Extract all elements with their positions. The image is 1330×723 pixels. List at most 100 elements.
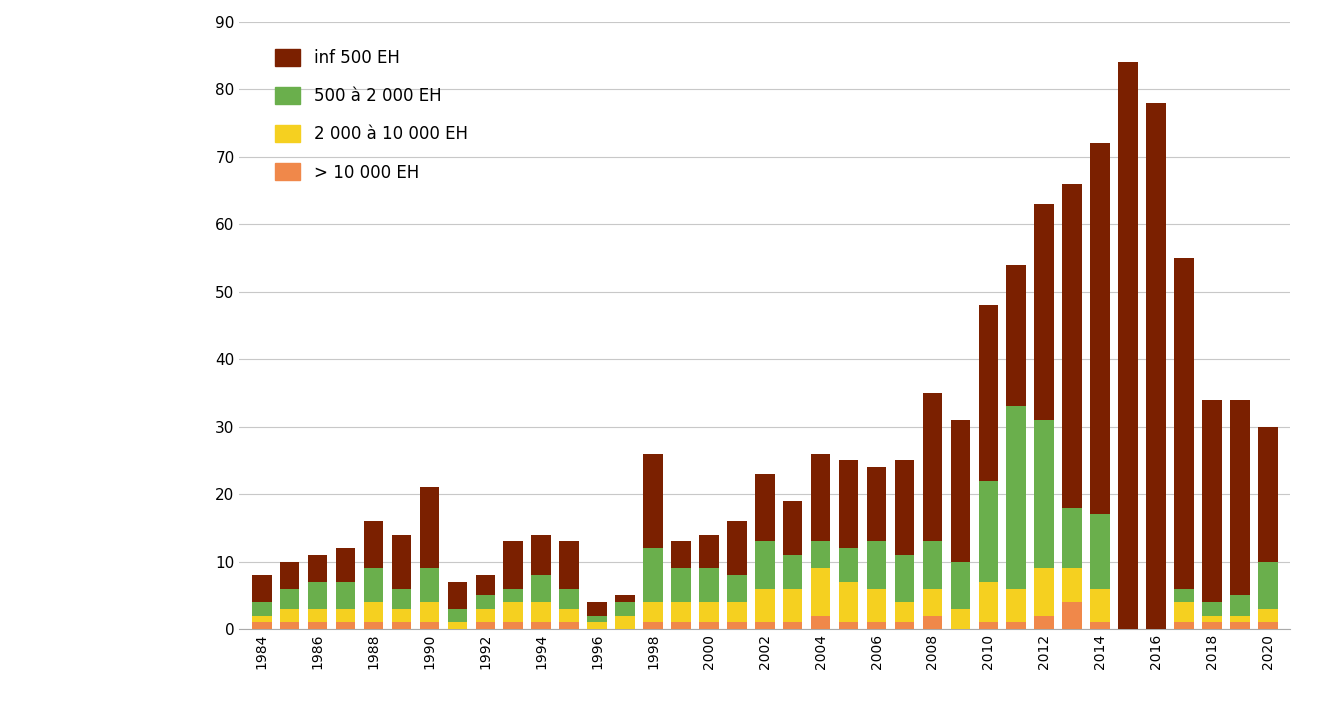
Bar [420,487,439,568]
Bar [532,534,551,575]
Bar [923,542,942,589]
Bar [951,420,970,562]
Bar [728,623,746,629]
Bar [867,542,886,589]
Bar [335,623,355,629]
Bar [307,582,327,609]
Bar [476,609,495,623]
Bar [672,568,690,602]
Bar [420,623,439,629]
Bar [1007,406,1025,589]
Bar [307,623,327,629]
Bar [1230,623,1250,629]
Bar [560,609,579,623]
Bar [588,602,606,615]
Bar [1202,623,1222,629]
Bar [532,602,551,623]
Bar [1174,623,1194,629]
Bar [1258,562,1278,609]
Bar [700,623,718,629]
Legend: inf 500 EH, 500 à 2 000 EH, 2 000 à 10 000 EH, > 10 000 EH: inf 500 EH, 500 à 2 000 EH, 2 000 à 10 0… [269,42,475,188]
Bar [1035,204,1053,420]
Bar [755,589,774,623]
Bar [307,609,327,623]
Bar [532,575,551,602]
Bar [1230,595,1250,615]
Bar [504,623,523,629]
Bar [392,609,411,623]
Bar [1202,400,1222,602]
Bar [811,615,830,629]
Bar [532,623,551,629]
Bar [560,623,579,629]
Bar [755,542,774,589]
Bar [644,548,662,602]
Bar [923,615,942,629]
Bar [1091,143,1109,514]
Bar [560,542,579,589]
Bar [644,453,662,548]
Bar [811,542,830,568]
Bar [783,555,802,589]
Bar [504,602,523,623]
Bar [755,474,774,542]
Bar [1007,589,1025,623]
Bar [979,623,998,629]
Bar [1007,623,1025,629]
Bar [1063,568,1081,602]
Bar [1035,615,1053,629]
Bar [420,568,439,602]
Bar [448,582,467,609]
Bar [279,589,299,609]
Bar [279,609,299,623]
Bar [335,582,355,609]
Bar [560,589,579,609]
Bar [728,521,746,575]
Bar [1258,623,1278,629]
Bar [839,548,858,582]
Bar [1174,589,1194,602]
Bar [867,589,886,623]
Bar [1091,514,1109,589]
Bar [783,589,802,623]
Bar [363,568,383,602]
Bar [476,623,495,629]
Bar [979,305,998,481]
Bar [1091,623,1109,629]
Bar [616,615,634,629]
Bar [839,623,858,629]
Bar [867,623,886,629]
Bar [644,623,662,629]
Bar [644,602,662,623]
Bar [251,615,271,623]
Bar [895,602,914,623]
Bar [363,623,383,629]
Bar [1230,615,1250,623]
Bar [279,623,299,629]
Bar [1035,420,1053,568]
Bar [951,609,970,629]
Bar [1258,427,1278,562]
Bar [335,609,355,623]
Bar [839,582,858,623]
Bar [392,589,411,609]
Bar [672,542,690,568]
Bar [783,501,802,555]
Bar [755,623,774,629]
Bar [1007,265,1025,406]
Bar [700,534,718,568]
Bar [1230,400,1250,595]
Bar [1063,184,1081,508]
Bar [251,575,271,602]
Bar [504,542,523,589]
Bar [363,521,383,568]
Bar [867,467,886,542]
Bar [1146,103,1166,629]
Bar [363,602,383,623]
Bar [1035,568,1053,615]
Bar [839,461,858,548]
Bar [979,481,998,582]
Bar [811,568,830,615]
Bar [588,623,606,629]
Bar [616,602,634,615]
